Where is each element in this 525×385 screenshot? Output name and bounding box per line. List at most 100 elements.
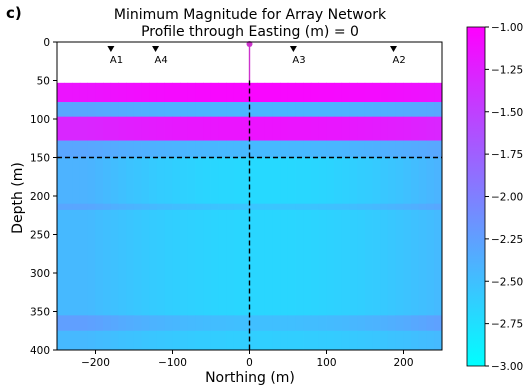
heatmap-cell: [257, 116, 266, 141]
heatmap-cell: [156, 82, 165, 103]
heatmap-cell: [280, 140, 289, 158]
heatmap-cell: [149, 102, 158, 117]
heatmap-cell: [418, 82, 427, 103]
heatmap-cell: [103, 116, 112, 141]
heatmap-cell: [426, 140, 435, 158]
heatmap-cell: [180, 157, 189, 204]
heatmap-cell: [118, 157, 127, 204]
heatmap-cell: [395, 116, 404, 141]
heatmap-cell: [372, 102, 381, 117]
heatmap-cell: [203, 330, 212, 351]
heatmap-cell: [418, 116, 427, 141]
heatmap-cell: [264, 82, 273, 103]
heatmap-cell: [149, 203, 158, 211]
heatmap-cell: [233, 209, 242, 316]
x-tick-label: 200: [393, 357, 413, 369]
heatmap-cell: [103, 157, 112, 204]
heatmap-cell: [87, 330, 96, 351]
heatmap-cell: [79, 102, 88, 117]
y-tick-label: 50: [37, 76, 50, 88]
heatmap-cell: [272, 116, 281, 141]
heatmap-cell: [195, 209, 204, 316]
x-tick-label: −100: [158, 357, 187, 369]
heatmap-cell: [426, 315, 435, 332]
heatmap-cell: [334, 330, 343, 351]
heatmap-cell: [149, 157, 158, 204]
colorbar-tick-label: −2.50: [491, 276, 523, 288]
heatmap-cell: [203, 203, 212, 211]
heatmap-cell: [349, 157, 358, 204]
heatmap-cell: [233, 102, 242, 117]
heatmap-cell: [264, 209, 273, 316]
heatmap-cell: [357, 82, 366, 103]
heatmap-cell: [180, 82, 189, 103]
heatmap-cell: [133, 203, 142, 211]
heatmap-cell: [372, 315, 381, 332]
heatmap-cell: [326, 157, 335, 204]
heatmap-cell: [318, 102, 327, 117]
heatmap-cell: [226, 315, 235, 332]
heatmap-cell: [380, 315, 389, 332]
heatmap-cell: [310, 140, 319, 158]
heatmap-cell: [264, 140, 273, 158]
heatmap-cell: [357, 330, 366, 351]
heatmap-cell: [318, 140, 327, 158]
heatmap-cell: [210, 330, 219, 351]
heatmap-cell: [411, 102, 420, 117]
heatmap-cell: [203, 140, 212, 158]
heatmap-cell: [380, 140, 389, 158]
heatmap-cell: [280, 102, 289, 117]
heatmap-cell: [64, 102, 73, 117]
heatmap-cell: [180, 203, 189, 211]
heatmap-cell: [349, 203, 358, 211]
heatmap-cell: [133, 157, 142, 204]
heatmap-cell: [318, 209, 327, 316]
heatmap-cell: [380, 82, 389, 103]
heatmap-cell: [318, 82, 327, 103]
heatmap-cell: [295, 203, 304, 211]
heatmap-cell: [272, 315, 281, 332]
heatmap-cell: [226, 116, 235, 141]
heatmap-cell: [287, 116, 296, 141]
heatmap-cell: [95, 116, 104, 141]
heatmap-cell: [380, 157, 389, 204]
heatmap-cell: [372, 209, 381, 316]
heatmap-cell: [56, 330, 65, 351]
heatmap-cell: [241, 330, 250, 351]
heatmap-cell: [233, 315, 242, 332]
heatmap-cell: [164, 330, 173, 351]
panel-label: c): [6, 4, 22, 22]
heatmap-cell: [257, 203, 266, 211]
heatmap-cell: [418, 157, 427, 204]
heatmap-cell: [426, 102, 435, 117]
heatmap-cell: [326, 140, 335, 158]
heatmap-cell: [372, 203, 381, 211]
heatmap-cell: [357, 209, 366, 316]
heatmap-cell: [387, 82, 396, 103]
heatmap-cell: [87, 203, 96, 211]
heatmap-cell: [364, 330, 373, 351]
heatmap-cell: [326, 116, 335, 141]
heatmap-cell: [195, 330, 204, 351]
heatmap-cell: [372, 330, 381, 351]
heatmap-cell: [387, 209, 396, 316]
station-label: A4: [155, 55, 168, 66]
station-label: A2: [392, 55, 405, 66]
heatmap-cell: [156, 102, 165, 117]
heatmap-cell: [203, 315, 212, 332]
heatmap-cell: [187, 82, 196, 103]
colorbar-ticks: −1.00 −1.25 −1.50 −1.75 −2.00 −2.25 −2.50 −2.75…: [485, 22, 523, 373]
heatmap-cell: [349, 209, 358, 316]
heatmap-cell: [257, 209, 266, 316]
heatmap-cell: [87, 82, 96, 103]
y-tick-label: 100: [30, 114, 50, 126]
station-label: A3: [292, 55, 305, 66]
heatmap-cell: [411, 315, 420, 332]
heatmap-cell: [357, 140, 366, 158]
heatmap-cell: [403, 203, 412, 211]
heatmap-cell: [126, 209, 135, 316]
heatmap-cell: [218, 203, 227, 211]
heatmap-cell: [72, 116, 81, 141]
heatmap-cell: [295, 157, 304, 204]
